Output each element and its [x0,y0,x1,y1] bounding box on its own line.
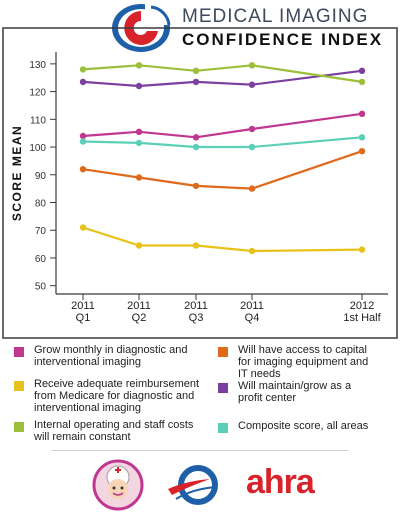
data-point [358,246,366,253]
score-mean-line-chart: SCORE MEAN 50 60 70 80 90 100 110 120 130 2011 Q1… [2,27,398,339]
data-point [135,174,143,181]
data-point [135,128,143,135]
swoosh-circle-logo-icon [168,465,218,505]
legend-swatch [14,422,24,432]
data-point [358,67,366,75]
data-point [79,132,87,140]
y-tick-label: 120 [29,88,46,99]
title-line1: MEDICAL IMAGING [182,6,369,27]
data-point [192,143,200,151]
series-line [82,136,363,149]
legend-label: Composite score, all areas [238,420,369,432]
y-tick-label: 90 [35,171,47,182]
data-point [135,62,143,69]
legend-label: Receive adequate reimbursement from Medi… [34,378,200,414]
legend-label: Will have access to capital for imaging … [238,344,369,380]
series-line [82,150,363,190]
x-tick-label: 2011 Q3 [184,300,208,324]
legend-item: Grow monthly in diagnostic and intervent… [14,344,199,368]
data-point [248,247,256,255]
y-axis-label: SCORE MEAN [10,125,24,221]
data-point [79,138,87,145]
y-tick-label: 80 [35,199,47,210]
data-point [192,182,200,190]
legend-item: Composite score, all areas [218,420,388,433]
data-point [79,166,87,173]
y-tick-label: 110 [30,115,46,126]
data-point [358,148,366,155]
data-point [135,242,143,249]
x-tick-label: 2011 Q4 [240,300,264,324]
data-point [248,81,256,88]
legend-swatch [14,381,24,391]
footer-divider [52,450,348,451]
legend-item: Receive adequate reimbursement from Medi… [14,378,214,414]
data-point [192,242,200,249]
y-tick-label: 60 [35,254,47,265]
x-tick-label: 2012 1st Half [343,300,381,324]
data-point [358,110,366,118]
series-line [82,226,363,253]
legend-label: Will maintain/grow as a profit center [238,380,352,404]
x-tick-label: 2011 Q2 [127,300,151,324]
chart-frame [2,27,398,339]
legend: Grow monthly in diagnostic and intervent… [10,340,390,445]
x-tick-label: 2011 Q1 [71,300,95,324]
title-line2: CONFIDENCE INDEX [182,30,384,49]
series-line [82,69,363,88]
data-point [79,78,87,86]
legend-swatch [218,423,228,433]
series-line [82,112,363,139]
legend-swatch [14,347,24,357]
data-point [135,139,143,147]
y-tick-label: 70 [35,226,47,237]
legend-label: Internal operating and staff costs will … [34,419,194,443]
data-point [135,82,143,90]
data-point [79,224,87,231]
y-tick-label: 50 [35,282,47,293]
legend-item: Internal operating and staff costs will … [14,419,209,443]
header: MEDICAL IMAGING CONFIDENCE INDEX [0,0,400,56]
series-line [82,64,363,83]
ahra-logo-text: ahra [246,463,315,501]
data-point [79,66,87,73]
nurse-mascot-logo-icon [92,459,144,511]
legend-item: Will maintain/grow as a profit center [218,380,378,404]
data-point [358,78,366,86]
legend-swatch [218,383,228,393]
y-tick-label: 130 [29,60,46,71]
data-point [248,125,256,133]
legend-label: Grow monthly in diagnostic and intervent… [34,344,188,368]
footer-logos: ahra [0,455,400,516]
medical-imaging-logo-icon [112,3,171,52]
data-point [192,134,200,141]
legend-swatch [218,347,228,357]
data-point [358,134,366,141]
data-point [192,67,200,75]
legend-item: Will have access to capital for imaging … [218,344,378,380]
data-point [192,78,200,86]
y-tick-label: 100 [29,143,46,154]
data-point [248,143,256,151]
data-point [248,185,256,192]
data-point [248,62,256,69]
